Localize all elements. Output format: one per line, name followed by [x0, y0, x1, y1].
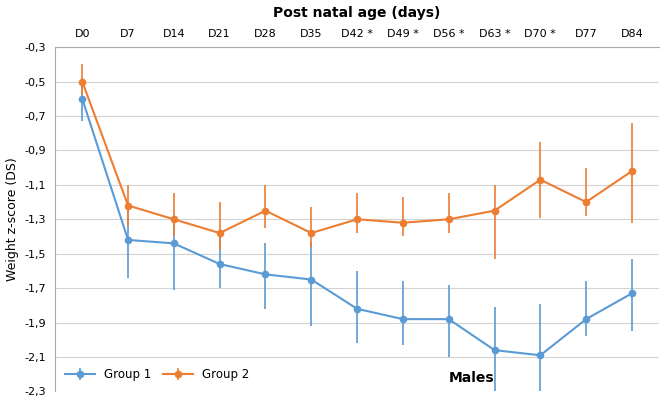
Legend: Group 1, Group 2: Group 1, Group 2 — [61, 363, 254, 386]
Title: Post natal age (days): Post natal age (days) — [273, 6, 441, 20]
Y-axis label: Weight z-score (DS): Weight z-score (DS) — [5, 158, 19, 281]
Text: Males: Males — [449, 371, 495, 385]
